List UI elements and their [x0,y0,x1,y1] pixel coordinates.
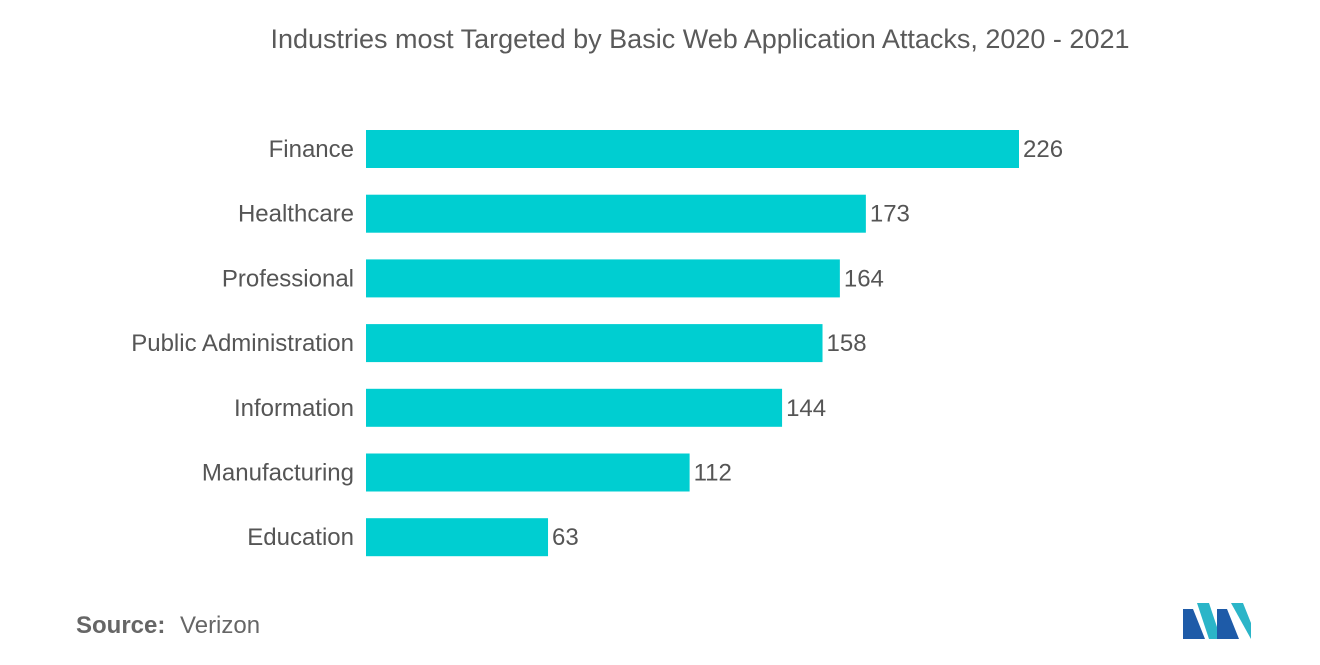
category-label: Finance [269,136,354,163]
category-label: Healthcare [238,201,354,228]
category-label: Public Administration [131,330,354,357]
value-label: 112 [694,460,732,487]
value-label: 173 [870,201,910,228]
category-label: Professional [222,265,354,292]
bar [366,130,1019,168]
value-label: 144 [786,395,826,422]
bar [366,324,823,363]
source-note: Source: Verizon [76,612,260,640]
brand-logo-icon [1183,603,1251,639]
bar [366,388,783,427]
bar-chart: Finance 226 Healthcare 173 Professional 164 Pu… [131,130,1063,557]
bar [366,194,866,233]
chart-title: Industries most Targeted by Basic Web Ap… [270,24,1130,54]
value-label: 158 [827,330,867,357]
category-label: Manufacturing [202,460,354,487]
source-value: Verizon [180,612,261,639]
bar [366,453,690,492]
category-label: Education [247,524,354,551]
bar [366,259,840,298]
value-label: 226 [1023,136,1063,163]
category-label: Information [234,395,354,422]
value-label: 164 [844,265,884,292]
bar [366,518,549,557]
value-label: 63 [552,524,579,551]
source-label: Source: [76,612,166,639]
